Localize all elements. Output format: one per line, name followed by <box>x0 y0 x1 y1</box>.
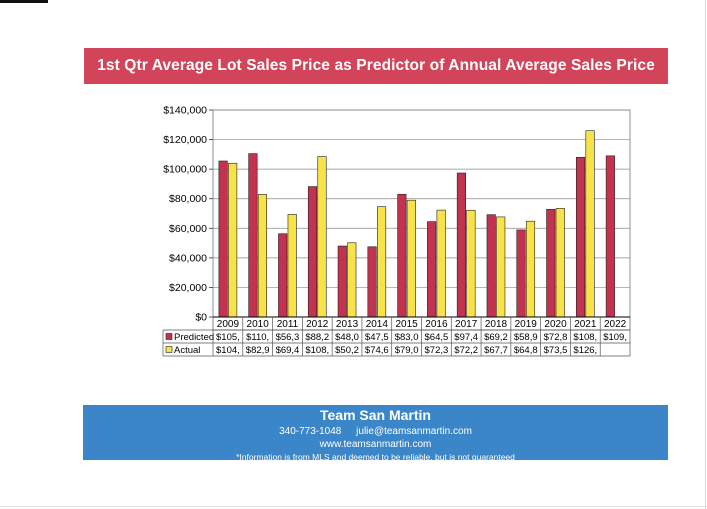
bar-predicted-2022 <box>605 155 615 318</box>
bar-predicted-2017 <box>456 172 466 318</box>
x-tick-label: 2012 <box>306 319 329 330</box>
table-value-actual: $50,2 <box>335 345 359 356</box>
legend-label-actual: Actual <box>174 345 200 356</box>
table-value-actual: $82,9 <box>246 345 270 356</box>
legend-label-predicted: Predicted <box>174 332 214 343</box>
company-name: Team San Martin <box>320 407 431 423</box>
bar-actual-2010 <box>257 194 267 318</box>
email-address: julie@teamsanmartin.com <box>356 426 472 437</box>
bar-actual-2020 <box>555 208 565 318</box>
bar-predicted-2013 <box>337 245 347 318</box>
chart-title: 1st Qtr Average Lot Sales Price as Predi… <box>84 48 668 84</box>
x-tick-label: 2022 <box>604 319 627 330</box>
bar-actual-2011 <box>287 214 297 318</box>
bar-actual-2018 <box>496 216 506 318</box>
table-value-predicted: $72,8 <box>544 332 568 343</box>
table-value-actual: $74,6 <box>365 345 389 356</box>
bar-actual-2014 <box>377 206 387 318</box>
x-tick-label: 2020 <box>544 319 567 330</box>
y-tick-label: $140,000 <box>163 105 207 117</box>
bar-actual-2015 <box>406 199 416 318</box>
table-value-predicted: $110, <box>246 332 269 343</box>
y-tick-label: $80,000 <box>169 193 207 205</box>
bar-predicted-2015 <box>397 193 407 318</box>
bar-predicted-2012 <box>307 186 318 318</box>
table-value-predicted: $58,9 <box>514 332 538 343</box>
table-value-actual: $69,4 <box>276 345 300 356</box>
table-value-actual: $126, <box>573 345 597 356</box>
bar-predicted-2014 <box>367 246 377 318</box>
x-tick-label: 2016 <box>425 319 448 330</box>
legend-swatch-actual <box>165 346 173 353</box>
y-tick-label: $20,000 <box>169 282 207 294</box>
x-tick-label: 2017 <box>455 319 478 330</box>
bar-predicted-2018 <box>486 214 496 318</box>
table-value-actual: $72,3 <box>425 345 449 356</box>
phone-number: 340-773-1048 <box>279 426 342 437</box>
x-tick-label: 2021 <box>574 319 597 330</box>
bar-predicted-2021 <box>576 157 586 318</box>
y-tick-label: $60,000 <box>169 223 207 235</box>
bar-actual-2012 <box>317 156 327 318</box>
contact-line: 340-773-1048 julie@teamsanmartin.com <box>83 426 668 437</box>
x-tick-label: 2010 <box>247 319 270 330</box>
y-tick-label: $120,000 <box>163 134 207 146</box>
table-value-actual: $79,0 <box>395 345 419 356</box>
table-value-actual: $108, <box>305 345 329 356</box>
bar-actual-2017 <box>466 209 476 318</box>
table-value-actual: $67,7 <box>484 345 508 356</box>
scan-edge-mark <box>0 0 48 3</box>
table-value-predicted: $88,2 <box>305 332 329 343</box>
x-tick-label: 2014 <box>366 319 389 330</box>
page-edge-right <box>705 0 706 509</box>
table-value-actual: $73,5 <box>544 345 568 356</box>
bar-predicted-2011 <box>278 233 288 318</box>
bar-actual-2013 <box>347 242 357 318</box>
y-tick-label: $0 <box>195 312 207 324</box>
table-value-actual: $64,8 <box>514 345 538 356</box>
x-tick-label: 2019 <box>515 319 538 330</box>
table-value-predicted: $56,3 <box>276 332 300 343</box>
bar-predicted-2016 <box>427 221 437 318</box>
table-value-predicted: $109, <box>603 332 627 343</box>
x-tick-label: 2011 <box>277 319 299 330</box>
table-value-actual: $72,2 <box>454 345 478 356</box>
table-value-predicted: $105, <box>216 332 240 343</box>
table-value-predicted: $108, <box>573 332 597 343</box>
bar-actual-2021 <box>585 130 595 318</box>
table-value-predicted: $97,4 <box>454 332 478 343</box>
table-value-predicted: $69,2 <box>484 332 508 343</box>
legend-swatch-predicted <box>165 333 173 340</box>
x-tick-label: 2013 <box>336 319 359 330</box>
table-value-predicted: $47,5 <box>365 332 389 343</box>
bar-actual-2016 <box>436 209 446 318</box>
x-tick-label: 2018 <box>485 319 508 330</box>
table-value-predicted: $48,0 <box>335 332 359 343</box>
bar-actual-2019 <box>525 220 536 318</box>
table-value-predicted: $83,0 <box>395 332 419 343</box>
bar-predicted-2019 <box>516 229 526 318</box>
bar-actual-2009 <box>228 162 238 318</box>
table-value-actual: $104, <box>216 345 240 356</box>
x-tick-label: 2015 <box>395 319 418 330</box>
y-tick-label: $40,000 <box>169 252 207 264</box>
page-edge-bottom <box>0 506 707 507</box>
bar-predicted-2010 <box>248 153 258 318</box>
contact-footer: Team San Martin 340-773-1048 julie@teams… <box>83 405 668 462</box>
table-value-predicted: $64,5 <box>425 332 449 343</box>
x-tick-label: 2009 <box>217 319 240 330</box>
plot-area <box>212 109 631 318</box>
disclaimer-text: *Information is from MLS and deemed to b… <box>236 452 515 462</box>
website-url: www.teamsanmartin.com <box>319 439 432 450</box>
bar-predicted-2020 <box>546 209 556 318</box>
bar-chart: $0 $20,000 $40,000 $60,000 $80,000 $100,000 $1… <box>162 105 631 357</box>
y-tick-label: $100,000 <box>163 164 207 176</box>
bar-predicted-2009 <box>218 160 228 318</box>
